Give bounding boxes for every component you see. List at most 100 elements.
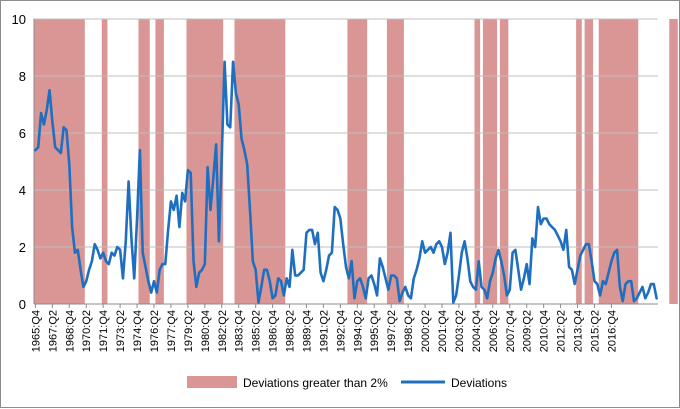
data-point (99, 257, 102, 260)
data-point (319, 271, 322, 274)
data-point (525, 263, 528, 265)
data-point (452, 301, 455, 304)
data-point (602, 280, 604, 283)
data-point (588, 243, 590, 245)
data-point (393, 274, 395, 277)
x-tick-label: 1997:Q2 (386, 310, 398, 352)
data-point (316, 231, 319, 234)
data-point (548, 223, 551, 225)
x-tick-label: 1974:Q4 (132, 310, 144, 352)
data-point (585, 243, 587, 245)
data-point (562, 249, 565, 251)
data-point (68, 163, 71, 166)
data-point (133, 277, 136, 280)
data-point (232, 60, 234, 63)
data-point (108, 263, 110, 265)
data-point (305, 231, 308, 234)
data-point (568, 266, 570, 268)
data-point (141, 251, 144, 254)
shaded-region-8 (474, 19, 481, 304)
data-point (469, 280, 472, 283)
y-tick-label: 4 (19, 183, 26, 198)
data-point (537, 206, 539, 208)
data-point (167, 229, 169, 231)
data-point (582, 249, 584, 251)
shaded-region-7 (386, 19, 404, 304)
x-tick-label: 1968:Q4 (64, 310, 76, 352)
y-tick-label: 10 (12, 12, 26, 27)
data-point (573, 283, 576, 285)
data-point (51, 120, 54, 123)
data-point (497, 249, 500, 251)
x-tick-label: 1986:Q4 (268, 310, 280, 352)
data-point (116, 246, 119, 248)
x-tick-label: 1976:Q2 (149, 310, 161, 352)
data-point (412, 277, 415, 280)
x-tick-label: 1992:Q4 (335, 310, 347, 352)
data-point (449, 231, 452, 234)
data-point (150, 291, 152, 294)
data-point (356, 280, 359, 283)
data-point (308, 229, 311, 231)
x-tick-label: 2015:Q2 (589, 310, 601, 352)
data-point (370, 274, 373, 277)
data-point (127, 180, 130, 183)
data-point (624, 283, 627, 285)
data-point (215, 143, 217, 146)
shaded-region-10 (499, 19, 509, 304)
data-point (34, 149, 37, 151)
data-point (650, 283, 652, 285)
data-point (398, 300, 401, 302)
data-point (280, 280, 282, 283)
data-point (136, 217, 138, 220)
data-point (463, 240, 466, 243)
data-point (401, 291, 404, 294)
data-point (636, 297, 638, 300)
data-point (492, 271, 494, 274)
x-tick-label: 2009:Q2 (522, 310, 534, 352)
shaded-region-2 (138, 19, 150, 304)
y-tick-label: 0 (19, 297, 26, 312)
data-point (153, 280, 155, 283)
shaded-region-9 (482, 19, 498, 304)
data-point (523, 277, 525, 280)
x-tick-label: 1967:Q2 (47, 310, 59, 352)
x-tick-label: 1998:Q4 (403, 310, 415, 352)
x-tick-label: 1980:Q4 (200, 310, 212, 352)
data-point (616, 249, 618, 251)
data-point (520, 288, 522, 291)
x-tick-label: 1989:Q4 (301, 310, 313, 352)
data-point (314, 243, 316, 245)
data-point (254, 269, 257, 271)
data-point (511, 251, 514, 254)
data-point (192, 260, 195, 263)
data-point (551, 226, 553, 228)
data-point (565, 229, 568, 231)
data-point (48, 89, 51, 92)
data-point (517, 269, 520, 271)
data-point (212, 177, 215, 180)
x-tick-label: 1971:Q4 (98, 310, 110, 352)
data-point (274, 294, 277, 297)
data-point (514, 249, 517, 251)
data-point (545, 217, 548, 220)
x-tick-label: 1988:Q2 (285, 310, 297, 352)
data-point (477, 260, 480, 263)
shaded-region-11 (576, 19, 582, 304)
data-point (40, 112, 42, 114)
data-point (655, 297, 658, 300)
data-point (421, 240, 424, 243)
data-point (480, 286, 483, 288)
x-tick-label: 1973:Q2 (115, 310, 127, 352)
data-point (590, 260, 593, 263)
data-point (441, 246, 443, 248)
data-point (554, 229, 556, 231)
x-tick-label: 1982:Q2 (217, 310, 229, 352)
x-tick-labels: 1965:Q4 1967:Q2 1968:Q4 1970:Q2 1971:Q4 1973:… (30, 304, 618, 352)
data-point (556, 234, 559, 237)
y-tick-label: 6 (19, 126, 26, 141)
data-point (62, 126, 65, 129)
x-tick-label: 1977:Q4 (166, 310, 178, 352)
